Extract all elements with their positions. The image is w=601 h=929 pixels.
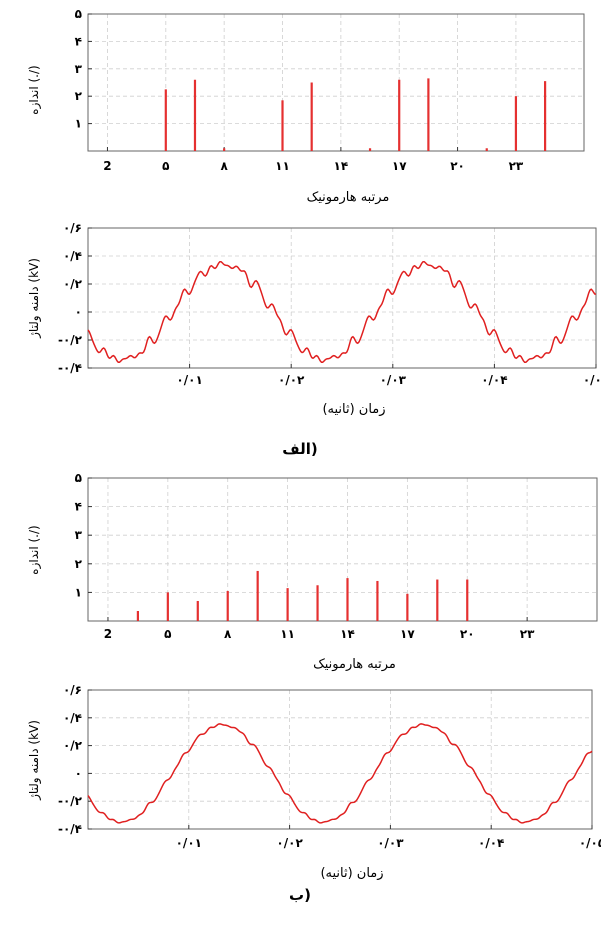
y-tick-label: -۰/۴ — [58, 822, 82, 836]
plot-frame — [87, 689, 593, 830]
x-tick-label: ۱۷ — [392, 159, 407, 173]
x-tick-label: ۰/۰۳ — [377, 836, 404, 850]
plot-frame — [87, 227, 597, 369]
x-tick-label: ۱۱ — [280, 627, 295, 641]
y-tick-label: ۱ — [75, 585, 82, 599]
y-tick-label: ۲ — [75, 557, 83, 571]
x-tick-label: ۲۳ — [509, 159, 524, 173]
x-tick-label: ۰/۰۱ — [176, 836, 202, 850]
y-tick-label: -۰/۲ — [58, 794, 83, 808]
y-tick-label: ۰/۴ — [63, 249, 82, 263]
x-tick-label: ۸ — [220, 159, 228, 173]
x-tick-label: ۰/۰۱ — [176, 373, 202, 387]
x-tick-label: 2 — [104, 627, 112, 641]
y-tick-label: ۵ — [75, 7, 82, 21]
caption-b: ب) — [289, 886, 311, 904]
x-tick-label: ۰/۰۴ — [478, 836, 504, 850]
x-tick-label: ۲۰ — [460, 627, 475, 641]
x-tick-label: ۰/۰۵ — [583, 373, 601, 387]
x-tick-label: ۲۰ — [450, 159, 465, 173]
y-axis-label: اندازه (./) — [27, 65, 42, 114]
caption-a: الف) — [282, 440, 318, 458]
voltage-line — [87, 260, 597, 364]
y-tick-label: ۳ — [75, 62, 83, 76]
y-tick-label: ۱ — [75, 117, 82, 131]
x-tick-label: ۵ — [164, 627, 171, 641]
y-axis-label: اندازه (./) — [27, 525, 42, 574]
y-tick-label: -۰/۴ — [58, 361, 82, 375]
chart-2-voltage-waveform-a: ۰/۰۱ ۰/۰۲ ۰/۰۳ ۰/۰۴ ۰/۰۵ -۰/۴ -۰/۲ ۰ ۰/۲ ۰/۴ ۰/۶ زم… — [27, 221, 601, 417]
y-axis-label: دامنه ولتاژ (kV) — [27, 720, 42, 801]
x-tick-label: ۲۳ — [520, 627, 535, 641]
y-tick-label: ۰ — [75, 766, 82, 780]
y-tick-label: ۰/۶ — [63, 683, 82, 697]
voltage-line — [87, 723, 593, 824]
x-axis-label: مرتبه هارمونیک — [307, 190, 390, 205]
y-tick-label: ۰/۲ — [63, 277, 83, 291]
x-tick-label: ۰/۰۲ — [276, 836, 303, 850]
x-tick-label: ۱۴ — [334, 159, 349, 173]
x-tick-label: ۱۷ — [400, 627, 415, 641]
y-tick-label: ۰/۴ — [63, 711, 82, 725]
x-tick-label: 2 — [103, 159, 111, 173]
y-tick-label: ۰/۶ — [63, 221, 82, 235]
y-tick-label: ۴ — [75, 500, 82, 514]
y-tick-label: ۴ — [75, 34, 82, 48]
plot-frame — [87, 477, 598, 622]
x-tick-label: ۰/۰۵ — [579, 836, 601, 850]
x-axis-label: زمان (ثانیه) — [322, 402, 385, 417]
plot-frame — [87, 13, 585, 152]
x-tick-label: ۰/۰۳ — [380, 373, 407, 387]
chart-4-voltage-waveform-b: ۰/۰۱ ۰/۰۲ ۰/۰۳ ۰/۰۴ ۰/۰۵ -۰/۴ -۰/۲ ۰ ۰/۲ ۰/۴ ۰/۶ زم… — [27, 683, 601, 881]
x-tick-label: ۰/۰۴ — [481, 373, 507, 387]
x-tick-label: ۵ — [162, 159, 169, 173]
x-axis-label: زمان (ثانیه) — [320, 866, 383, 881]
y-tick-label: -۰/۲ — [58, 333, 83, 347]
y-axis-label: دامنه ولتاژ (kV) — [27, 258, 42, 339]
y-tick-label: ۵ — [75, 471, 82, 485]
x-tick-label: ۱۱ — [275, 159, 290, 173]
x-axis-label: مرتبه هارمونیک — [313, 657, 396, 672]
x-tick-label: ۱۴ — [340, 627, 355, 641]
x-tick-label: ۸ — [224, 627, 232, 641]
y-tick-label: ۲ — [75, 89, 83, 103]
y-tick-label: ۳ — [75, 528, 83, 542]
y-tick-label: ۰ — [75, 305, 82, 319]
y-tick-label: ۰/۲ — [63, 739, 83, 753]
x-tick-label: ۰/۰۲ — [278, 373, 305, 387]
